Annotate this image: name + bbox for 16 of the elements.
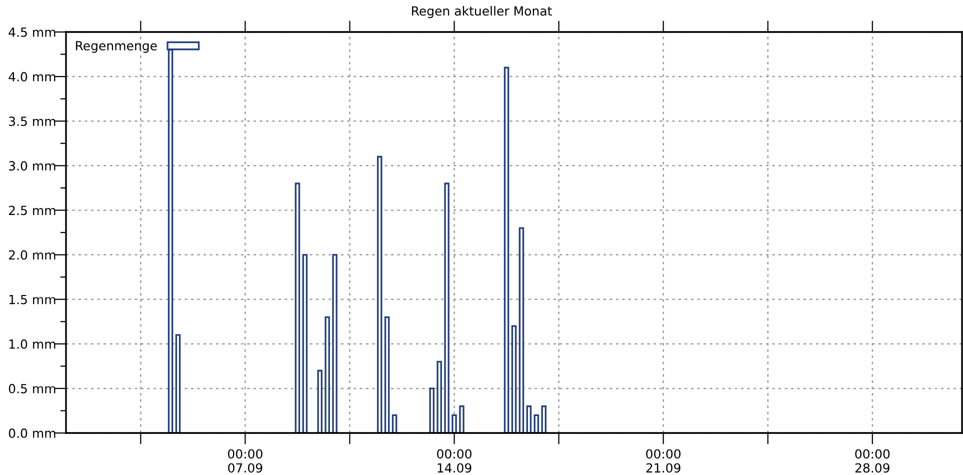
y-tick-label: 0.0 mm: [8, 428, 56, 438]
y-tick-label: 3.5 mm: [9, 116, 56, 126]
y-tick-label: 4.0 mm: [8, 72, 56, 82]
y-tick-label: 3.0 mm: [9, 161, 56, 171]
x-tick-label: 00:00 21.09: [646, 449, 681, 473]
y-tick-label: 1.0 mm: [9, 339, 56, 349]
legend-label: Regenmenge: [76, 41, 157, 53]
x-tick-label: 00:00 28.09: [855, 449, 890, 473]
x-tick-label: 00:00 07.09: [228, 449, 262, 473]
chart-title: Regen aktueller Monat: [412, 6, 552, 18]
y-tick-label: 2.0 mm: [8, 250, 56, 260]
y-tick-label: 0.5 mm: [8, 384, 56, 394]
x-tick-label: 00:00 14.09: [437, 449, 472, 473]
y-tick-label: 1.5 mm: [9, 294, 56, 304]
y-tick-label: 4.5 mm: [8, 28, 56, 37]
y-tick-label: 2.5 mm: [8, 206, 56, 216]
